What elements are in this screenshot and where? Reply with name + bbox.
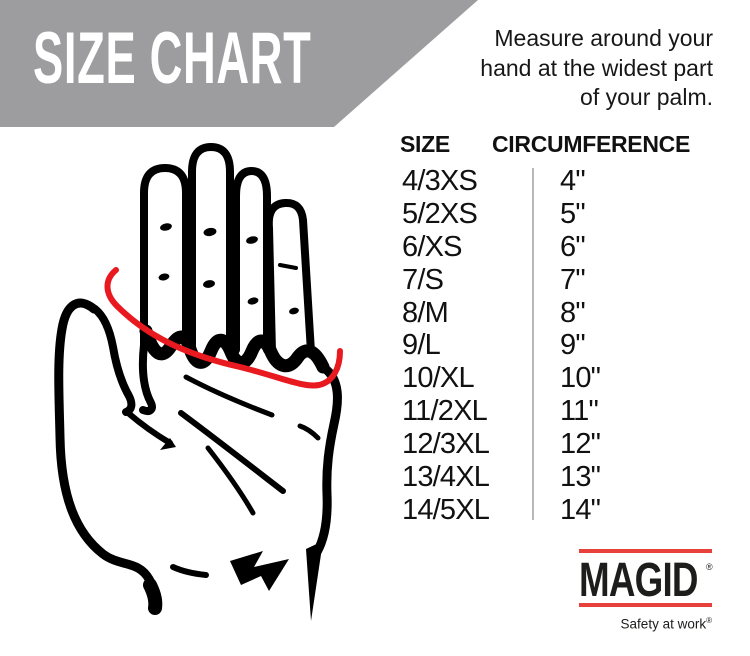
size-cell: 12/3XL: [402, 428, 490, 461]
circumference-cell: 7": [560, 263, 586, 296]
measure-instruction-line-2: hand at the widest part: [480, 54, 713, 81]
measuring-line: [104, 267, 343, 389]
knuckle-dot: [158, 273, 170, 281]
size-cell: 13/4XL: [402, 460, 490, 493]
logo-tagline-text: Safety at work: [620, 616, 707, 632]
table-row: 14/5XL 14": [400, 494, 710, 527]
table-header-row: SIZE CIRCUMFERENCE: [400, 131, 710, 165]
table-row: 5/2XS 5": [400, 198, 710, 231]
palm-crease-upper: [183, 374, 275, 418]
circumference-cell: 11": [560, 395, 599, 428]
circumference-column-header: CIRCUMFERENCE: [492, 131, 690, 157]
size-cell: 4/3XS: [402, 164, 478, 197]
wrist-left-tick: [170, 564, 209, 578]
table-row: 6/XS 6": [400, 231, 710, 264]
table-row: 7/S 7": [400, 264, 710, 297]
knuckle-dot: [289, 307, 299, 315]
magid-logo: MAGID ® Safety at work®: [579, 549, 713, 632]
column-divider: [532, 168, 534, 520]
circumference-cell: 13": [560, 460, 601, 493]
knuckle-dot: [203, 280, 215, 288]
table-row: 12/3XL 12": [400, 428, 710, 461]
page-title: SIZE CHART: [33, 17, 312, 100]
size-cell: 5/2XS: [402, 197, 478, 230]
circumference-cell: 10": [560, 362, 601, 395]
palm-right-outline: [312, 362, 342, 557]
index-base-edge: [138, 341, 156, 415]
circumference-cell: 8": [560, 296, 586, 329]
size-cell: 6/XS: [402, 230, 462, 263]
logo-wordmark-row: MAGID ®: [579, 551, 713, 607]
logo-top-bar: [579, 549, 712, 553]
index-finger-outline: [140, 164, 190, 352]
table-row: 13/4XL 13": [400, 461, 710, 494]
circumference-cell: 5": [560, 197, 586, 230]
size-table: SIZE CIRCUMFERENCE 4/3XS 4" 5/2XS 5" 6/X…: [400, 131, 710, 527]
size-column-header: SIZE: [400, 131, 450, 157]
table-row: 4/3XS 4": [400, 165, 710, 198]
wrist-left-end: [143, 578, 163, 615]
measure-instruction: Measure around your hand at the widest p…: [413, 24, 713, 113]
circumference-cell: 4": [560, 164, 586, 197]
palm-crease-lower: [205, 445, 256, 516]
size-cell: 10/XL: [402, 362, 475, 395]
table-row: 9/L 9": [400, 329, 710, 362]
size-cell: 9/L: [402, 329, 441, 362]
thumb-inner-outline: [91, 305, 136, 416]
measure-instruction-line-1: Measure around your: [494, 25, 713, 51]
pinky-finger-outline: [264, 198, 315, 356]
wrist-right-wedge: [306, 541, 323, 621]
logo-bottom-bar: [579, 603, 712, 607]
tagline-registered-mark: ®: [706, 616, 712, 625]
circumference-cell: 12": [560, 428, 601, 461]
size-cell: 8/M: [402, 296, 449, 329]
circumference-cell: 6": [560, 230, 586, 263]
circumference-cell: 9": [560, 329, 586, 362]
circumference-cell: 14": [560, 493, 601, 526]
thumb-crease-arrowhead: [160, 438, 176, 450]
thumb-crease: [124, 409, 173, 446]
finger-webbing: [139, 324, 330, 374]
knuckle-dot: [246, 236, 258, 244]
palm-crease-main: [178, 410, 286, 494]
table-row: 11/2XL 11": [400, 395, 710, 428]
size-cell: 14/5XL: [402, 493, 490, 526]
logo-wordmark: MAGID: [579, 551, 698, 607]
measure-instruction-line-3: of your palm.: [580, 84, 713, 110]
logo-tagline: Safety at work®: [579, 616, 712, 632]
knuckle-dot: [203, 227, 217, 237]
knuckle-dot: [160, 223, 172, 231]
logo-registered-mark: ®: [706, 562, 713, 572]
banner: SIZE CHART: [0, 0, 478, 127]
middle-finger-outline: [188, 143, 234, 349]
pinky-upper-knuckle-dash: [278, 263, 298, 270]
palm-right-tick: [297, 423, 321, 441]
size-cell: 11/2XL: [402, 395, 488, 428]
table-row: 8/M 8": [400, 297, 710, 330]
knuckle-dot: [247, 297, 259, 305]
size-cell: 7/S: [402, 263, 444, 296]
ring-finger-outline: [232, 167, 271, 354]
table-row: 10/XL 10": [400, 362, 710, 395]
wrist-middle-crease: [230, 551, 289, 591]
